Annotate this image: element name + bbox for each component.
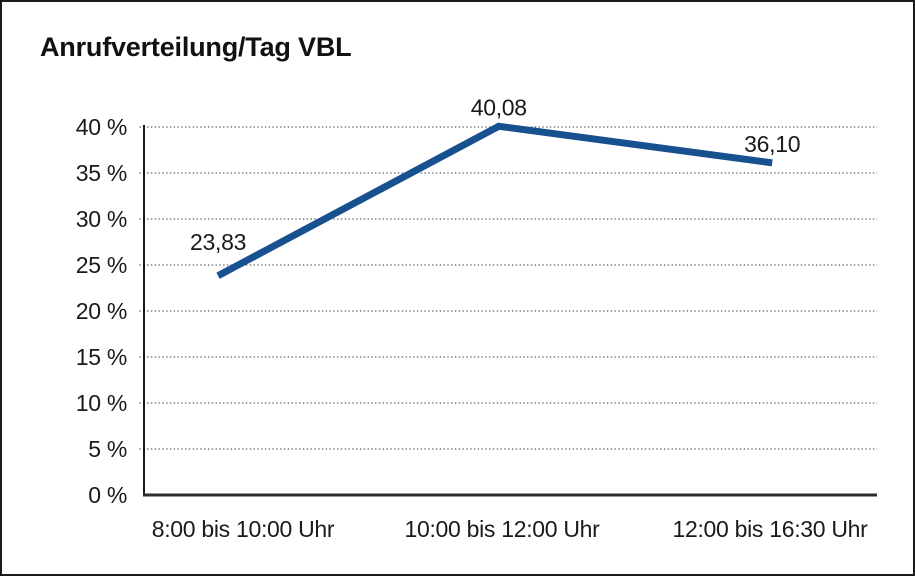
data-point-label: 40,08 <box>471 94 527 120</box>
data-point-label: 36,10 <box>744 131 800 157</box>
x-axis-category-label: 10:00 bis 12:00 Uhr <box>404 516 600 542</box>
y-axis-tick-label: 35 % <box>76 160 127 186</box>
data-point-label: 23,83 <box>190 229 246 255</box>
y-axis-tick-label: 25 % <box>76 252 127 278</box>
x-axis-category-label: 12:00 bis 16:30 Uhr <box>672 516 868 542</box>
y-axis-tick-label: 10 % <box>76 390 127 416</box>
y-axis-tick-label: 20 % <box>76 298 127 324</box>
chart-title: Anrufverteilung/Tag VBL <box>40 32 352 62</box>
data-series-line <box>216 122 773 279</box>
y-axis-tick-label: 15 % <box>76 344 127 370</box>
y-axis-tick-label: 40 % <box>76 114 127 140</box>
y-axis-tick-label: 30 % <box>76 206 127 232</box>
y-axis-tick-label: 0 % <box>88 482 127 508</box>
x-axis-category-label: 8:00 bis 10:00 Uhr <box>152 516 335 542</box>
y-axis-tick-label: 5 % <box>88 436 127 462</box>
